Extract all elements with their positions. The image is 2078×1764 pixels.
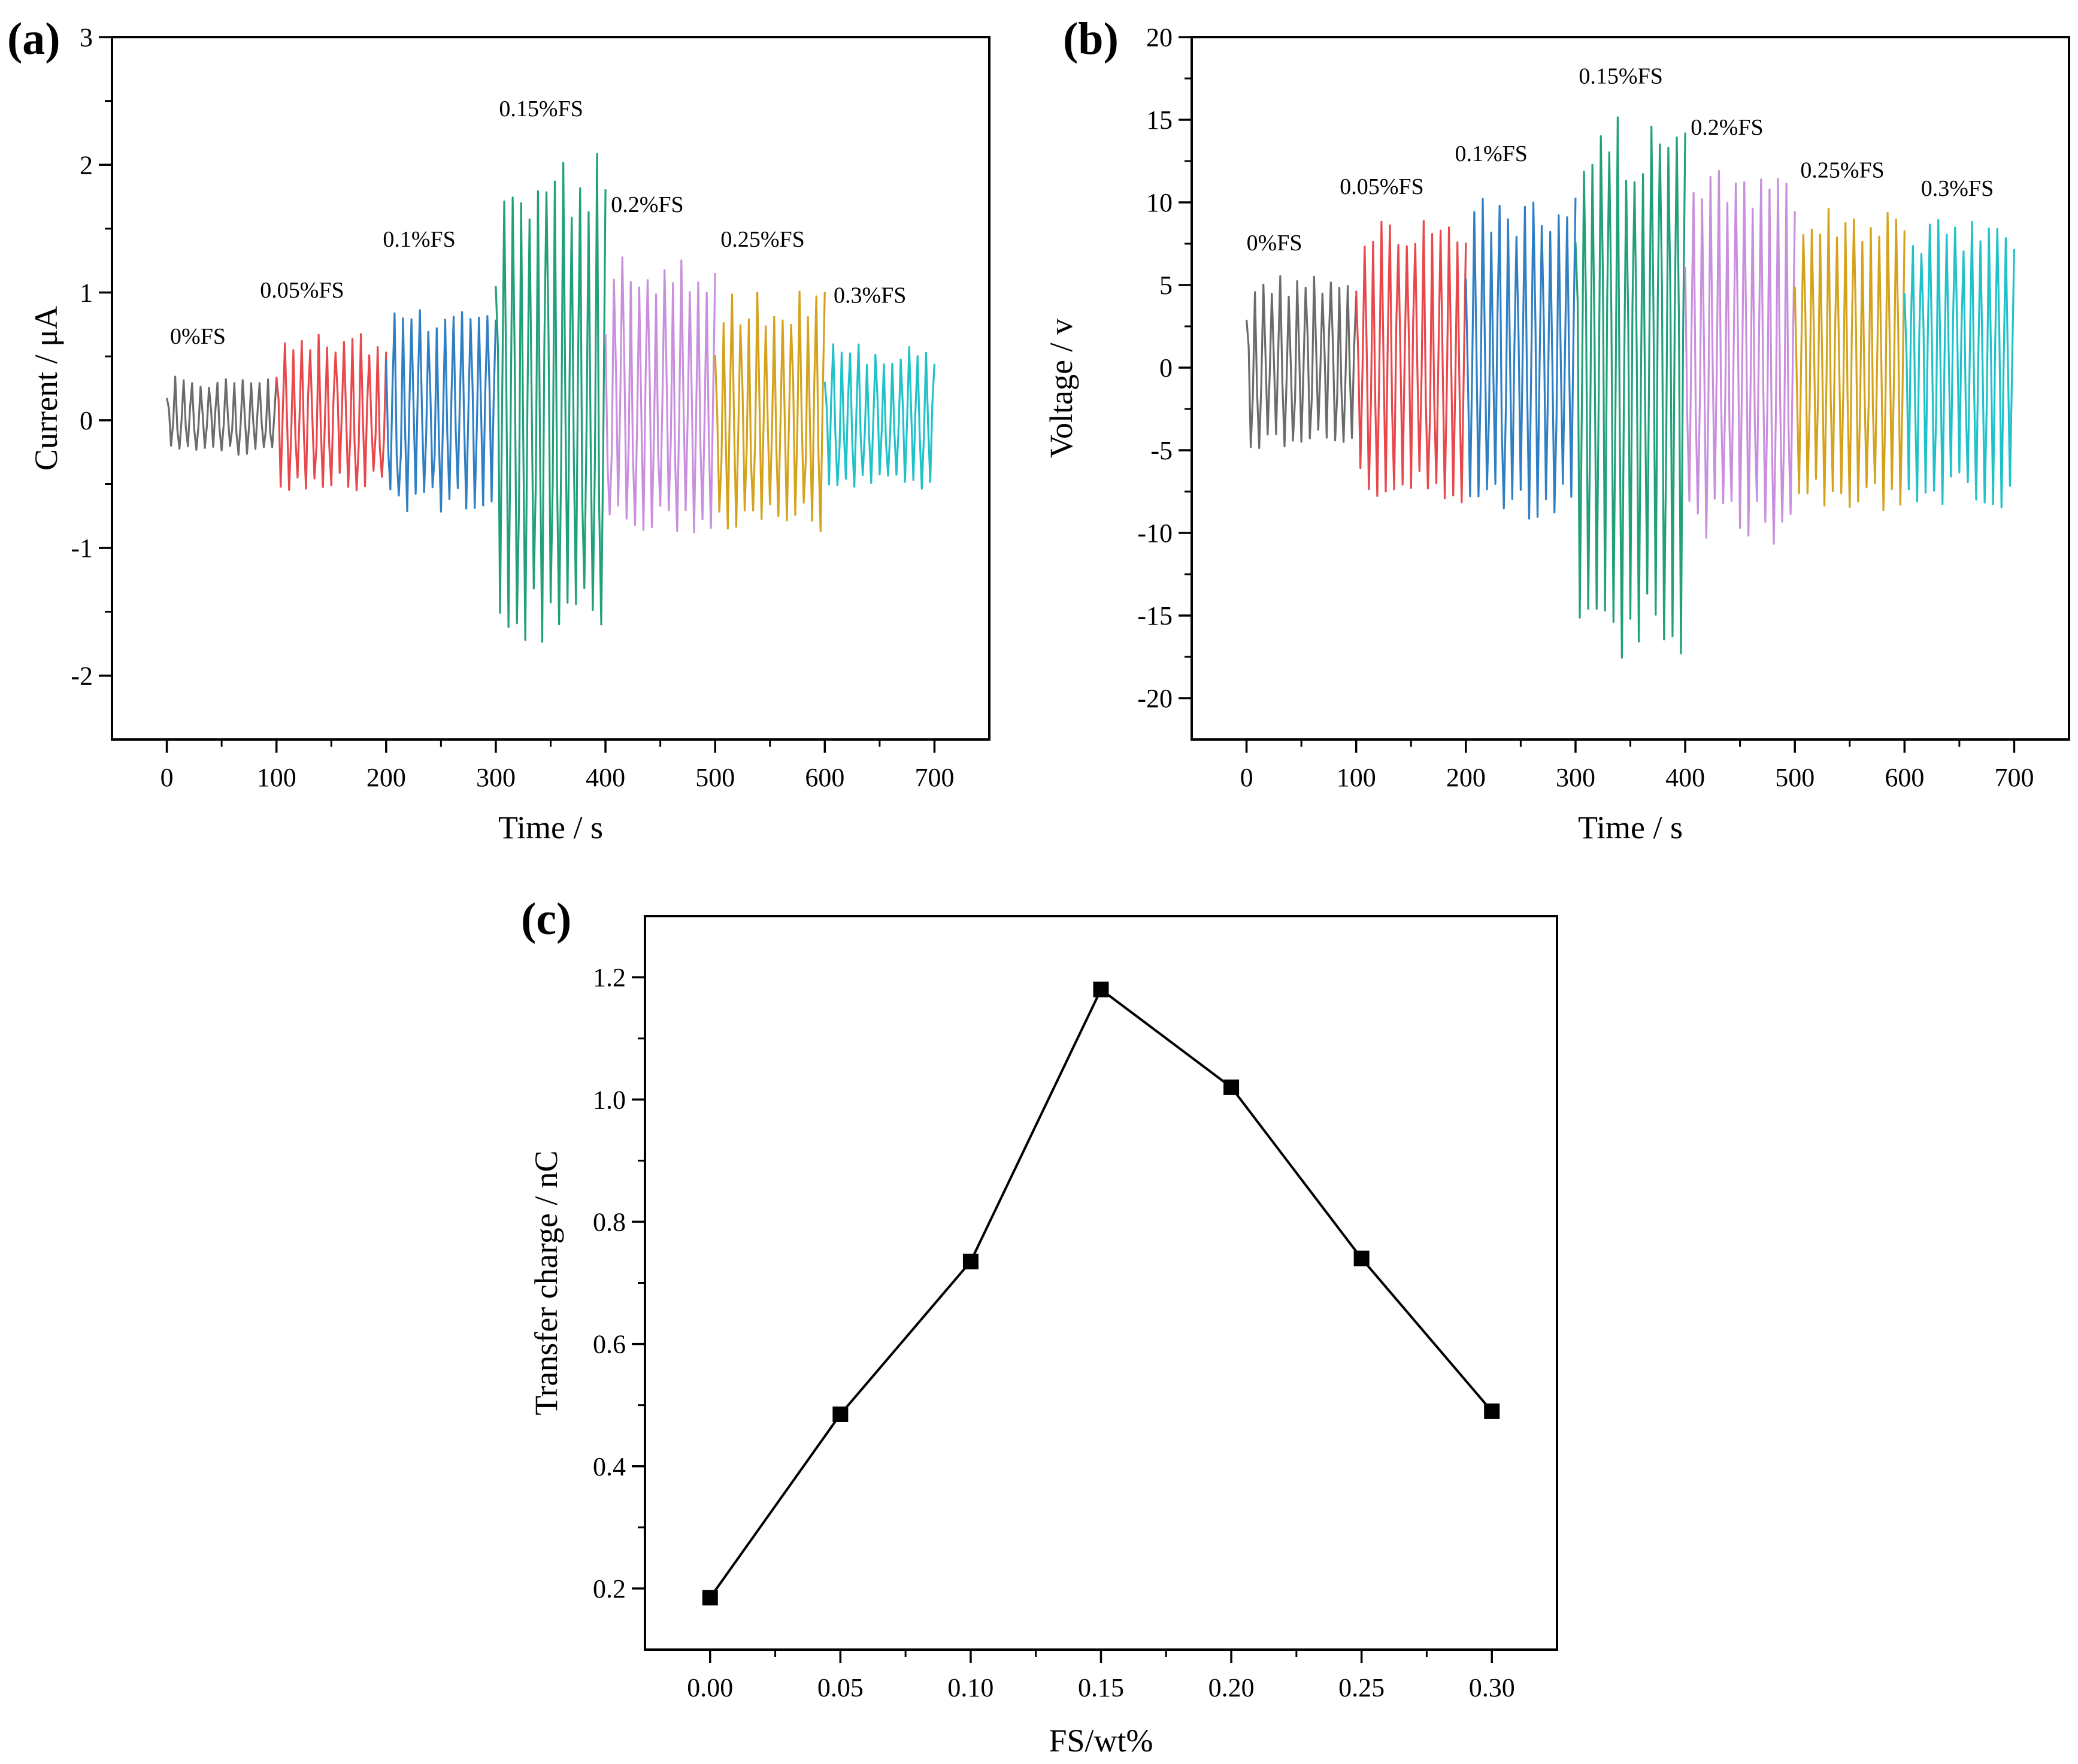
x-tick-label-b-2: 200: [1446, 763, 1486, 792]
y-tick-label-b-5: 5: [1159, 271, 1173, 300]
chart-panel-a: (a) 0%FS 0.05%FS 0.1%FS 0.15%FS 0.2%FS 0.25%FS…: [7, 14, 990, 845]
y-tick-label-a-4: 2: [80, 150, 93, 180]
x-tick-label-a-4: 400: [586, 763, 625, 792]
x-tick-label-a-1: 100: [257, 763, 296, 792]
series-label-b-2: 0.1%FS: [1455, 141, 1528, 166]
x-tick-label-c-3: 0.15: [1078, 1673, 1124, 1702]
y-tick-label-b-0: -20: [1137, 684, 1173, 713]
panel-label-b: (b): [1063, 14, 1119, 64]
x-tick-label-a-0: 0: [160, 763, 174, 792]
y-tick-label-c-0: 0.2: [593, 1574, 626, 1604]
y-tick-label-b-2: -10: [1137, 519, 1173, 548]
data-point-c-5: [1353, 1250, 1370, 1266]
x-tick-label-c-4: 0.20: [1208, 1673, 1255, 1702]
series-line-b-6: [1903, 219, 2015, 509]
y-axis-title-a: Current / μA: [28, 306, 64, 471]
series-label-b-4: 0.2%FS: [1691, 115, 1763, 140]
x-tick-label-a-7: 700: [914, 763, 954, 792]
y-axis-title-b: Voltage / v: [1043, 319, 1079, 458]
series-label-a-6: 0.3%FS: [834, 283, 906, 308]
series-line-a-2: [385, 309, 497, 513]
y-tick-label-c-1: 0.4: [593, 1452, 626, 1481]
x-tick-label-b-6: 600: [1885, 763, 1924, 792]
y-tick-label-c-5: 1.2: [593, 963, 626, 992]
x-axis-title-b: Time / s: [1578, 810, 1683, 845]
y-tick-label-a-2: 0: [80, 406, 93, 435]
series-label-b-0: 0%FS: [1247, 231, 1302, 256]
series-label-b-3: 0.15%FS: [1579, 63, 1662, 89]
y-tick-label-c-4: 1.0: [593, 1085, 626, 1114]
series-label-a-3: 0.15%FS: [499, 96, 583, 122]
plot-frame-c: [644, 915, 1558, 1651]
data-point-c-0: [702, 1590, 718, 1606]
y-tick-label-b-4: 0: [1159, 353, 1173, 383]
series-line-a-4: [604, 256, 716, 534]
x-tick-label-b-3: 300: [1556, 763, 1595, 792]
series-label-a-2: 0.1%FS: [383, 227, 455, 252]
y-tick-label-a-1: -1: [71, 534, 93, 563]
chart-panel-c: (c) 0.00 0.05 0.10 0.15 0.20 0.25 0.30 0.2 0.4 0.6…: [521, 894, 1558, 1759]
series-line-b-1: [1355, 220, 1467, 504]
data-point-c-3: [1093, 981, 1109, 998]
data-point-c-4: [1223, 1079, 1240, 1095]
series-line-a-1: [275, 333, 387, 492]
x-tick-label-b-0: 0: [1240, 763, 1253, 792]
data-point-c-1: [832, 1406, 849, 1422]
series-label-a-5: 0.25%FS: [720, 227, 804, 252]
x-tick-label-b-5: 500: [1775, 763, 1815, 792]
series-line-a-5: [714, 290, 826, 532]
y-tick-label-c-2: 0.6: [593, 1330, 626, 1359]
y-tick-label-b-7: 15: [1146, 105, 1173, 135]
y-tick-label-c-3: 0.8: [593, 1207, 626, 1236]
y-tick-label-a-0: -2: [71, 661, 93, 690]
series-line-a-6: [823, 343, 935, 490]
series-line-a-0: [166, 375, 278, 456]
series-label-a-0: 0%FS: [170, 324, 226, 349]
series-label-b-5: 0.25%FS: [1800, 158, 1884, 183]
x-tick-label-a-6: 600: [805, 763, 844, 792]
x-tick-label-a-3: 300: [476, 763, 516, 792]
data-point-c-6: [1484, 1403, 1500, 1419]
plot-frame-b: [1191, 36, 2070, 741]
series-label-a-4: 0.2%FS: [611, 192, 683, 217]
x-tick-label-b-4: 400: [1665, 763, 1705, 792]
x-axis-title-a: Time / s: [498, 810, 603, 845]
series-line-b-2: [1465, 198, 1577, 520]
x-tick-label-c-0: 0.00: [687, 1673, 733, 1702]
x-tick-label-c-1: 0.05: [817, 1673, 864, 1702]
series-label-b-1: 0.05%FS: [1340, 174, 1423, 199]
series-line-b-4: [1684, 169, 1796, 545]
series-line-b-0: [1246, 275, 1358, 449]
series-label-b-6: 0.3%FS: [1921, 176, 1994, 201]
data-point-c-2: [962, 1253, 979, 1269]
x-tick-label-c-5: 0.25: [1338, 1673, 1385, 1702]
x-axis-title-c: FS/wt%: [1049, 1723, 1153, 1759]
series-line-b-5: [1794, 207, 1906, 511]
series-line-c: [709, 987, 1493, 1599]
series-line-a-3: [495, 153, 607, 643]
y-tick-label-a-3: 1: [80, 278, 93, 308]
x-tick-label-c-6: 0.30: [1469, 1673, 1515, 1702]
y-tick-label-b-3: -5: [1150, 436, 1173, 465]
y-tick-label-b-8: 20: [1146, 23, 1173, 52]
y-tick-label-b-6: 10: [1146, 188, 1173, 217]
x-tick-label-a-5: 500: [695, 763, 735, 792]
series-label-a-1: 0.05%FS: [260, 278, 344, 303]
y-tick-label-b-1: -15: [1137, 601, 1173, 631]
x-tick-label-a-2: 200: [366, 763, 406, 792]
panel-label-c: (c): [521, 894, 571, 944]
y-tick-label-a-5: 3: [80, 23, 93, 52]
panel-label-a: (a): [7, 14, 60, 64]
x-tick-label-b-7: 700: [1994, 763, 2034, 792]
x-tick-label-b-1: 100: [1337, 763, 1376, 792]
x-tick-label-c-2: 0.10: [947, 1673, 993, 1702]
series-line-b-3: [1574, 116, 1686, 659]
chart-panel-b: (b) 0%FS 0.05%FS 0.1%FS 0.15%FS 0.2%FS 0.25%FS…: [1043, 14, 2070, 845]
y-axis-title-c: Transfer charge / nC: [528, 1150, 564, 1415]
